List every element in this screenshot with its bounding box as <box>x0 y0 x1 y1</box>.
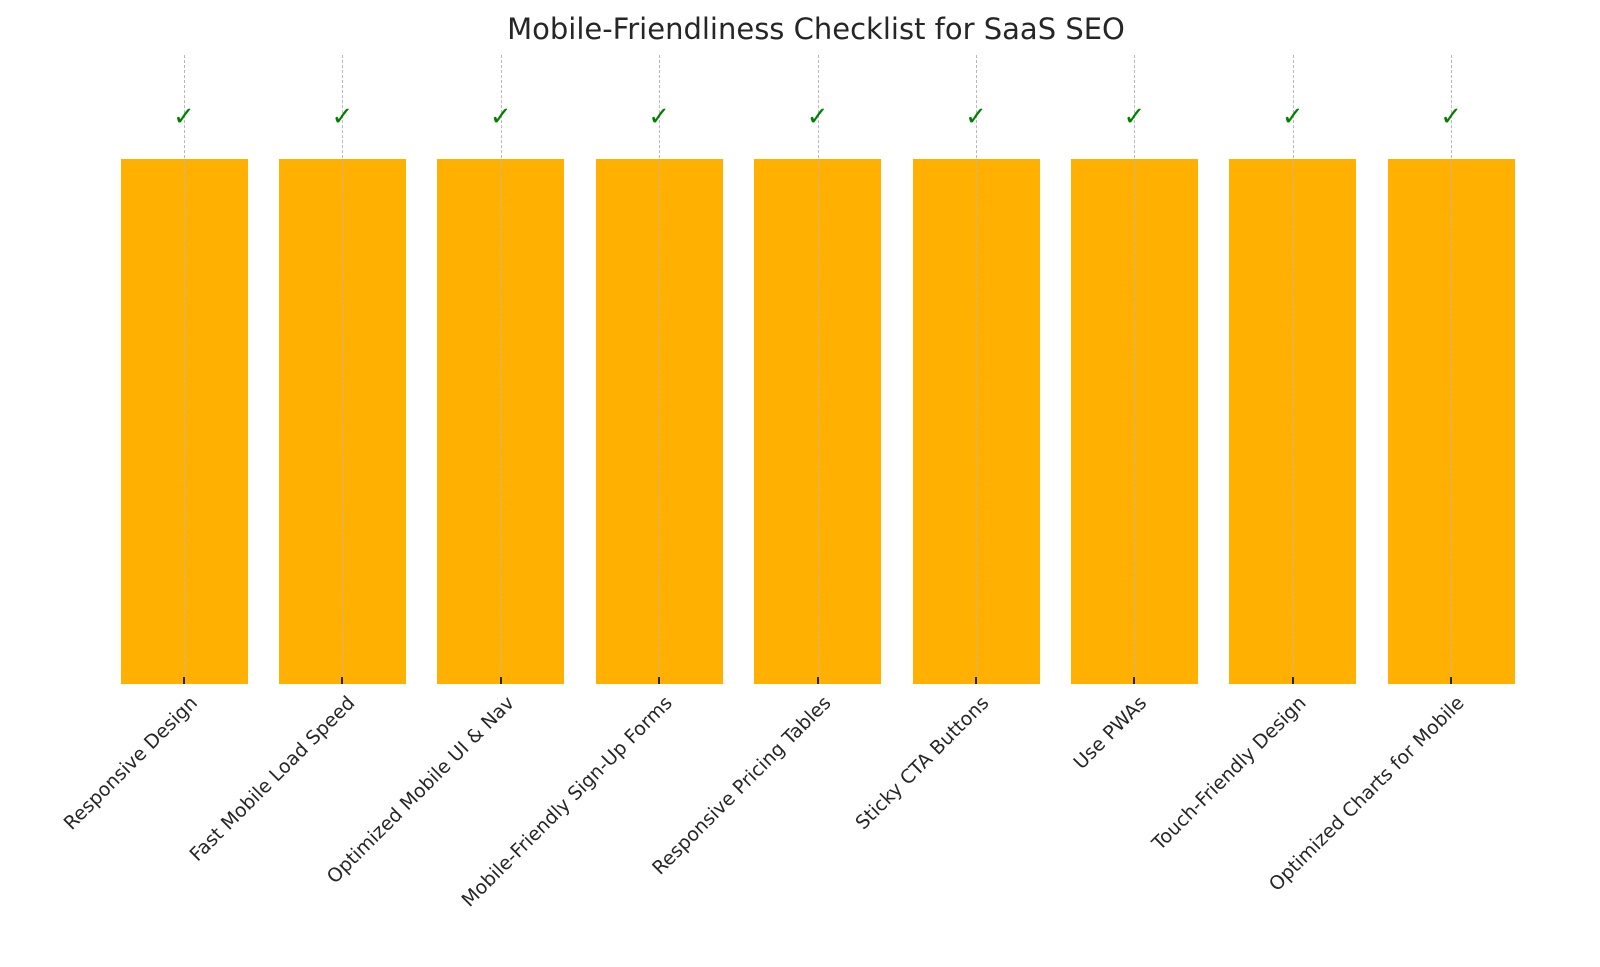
checkmark-icon: ✓ <box>1123 102 1146 132</box>
checkmark-icon: ✓ <box>331 102 354 132</box>
gridline <box>1292 55 1294 684</box>
x-tick <box>1291 677 1294 684</box>
x-tick-label: Optimized Charts for Mobile <box>1265 692 1469 896</box>
chart-title: Mobile-Friendliness Checklist for SaaS S… <box>507 12 1125 46</box>
x-tick-label: Use PWAs <box>1069 692 1152 774</box>
x-tick <box>183 677 185 684</box>
gridline <box>659 55 661 684</box>
checkmark-icon: ✓ <box>648 102 671 132</box>
x-tick-label: Optimized Mobile UI & Nav <box>322 692 519 888</box>
checkmark-icon: ✓ <box>1440 102 1463 132</box>
x-tick-label: Responsive Pricing Tables <box>647 692 836 880</box>
x-tick <box>975 677 977 684</box>
gridline <box>342 55 344 684</box>
x-tick <box>1133 677 1136 684</box>
checkmark-icon: ✓ <box>965 102 987 132</box>
gridline <box>817 55 819 684</box>
x-tick <box>816 677 819 684</box>
x-tick <box>1450 677 1453 684</box>
checkmark-icon: ✓ <box>489 102 512 132</box>
gridline <box>1134 55 1136 684</box>
gridline <box>184 55 185 684</box>
checkmark-icon: ✓ <box>806 102 829 132</box>
x-tick-label: Sticky CTA Buttons <box>851 692 994 835</box>
x-tick <box>341 677 344 684</box>
checkmark-icon: ✓ <box>1281 102 1304 132</box>
x-tick-label: Responsive Design <box>59 692 202 835</box>
gridline <box>500 55 502 684</box>
gridline <box>976 55 977 684</box>
x-tick-label: Fast Mobile Load Speed <box>185 692 360 866</box>
x-tick <box>658 677 661 684</box>
gridline <box>1451 55 1453 684</box>
x-tick-label: Touch-Friendly Design <box>1147 692 1311 855</box>
checkmark-icon: ✓ <box>173 102 195 132</box>
x-tick <box>499 677 502 684</box>
